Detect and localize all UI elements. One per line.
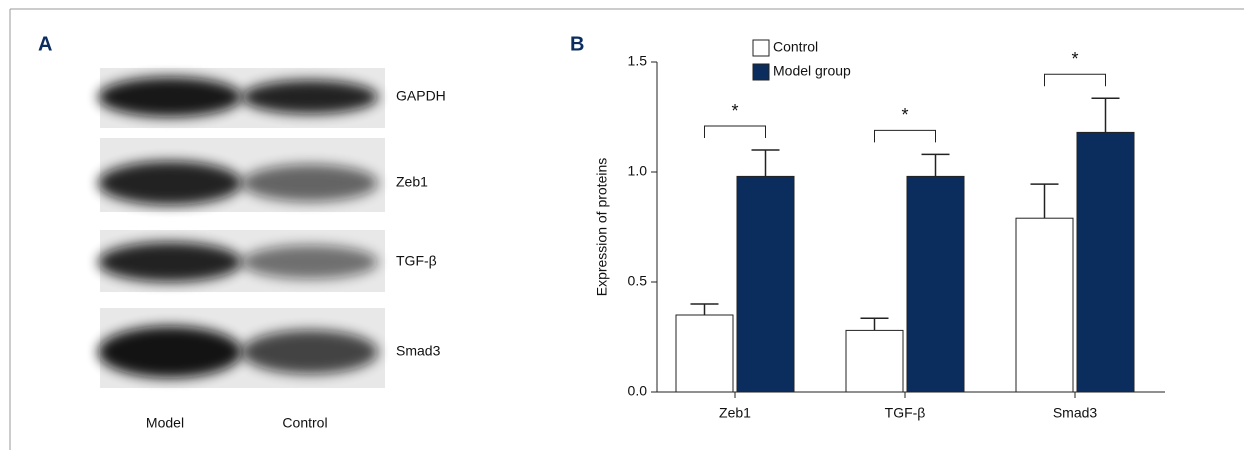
band	[242, 245, 378, 279]
bar	[1077, 132, 1134, 392]
legend-swatch	[753, 64, 769, 80]
legend-label: Model group	[773, 63, 851, 79]
panel-label: A	[38, 33, 52, 55]
bar	[846, 330, 903, 392]
y-tick-label: 0.0	[628, 383, 648, 399]
significance-bracket	[875, 130, 936, 142]
significance-bracket	[705, 126, 766, 138]
band-label: TGF-β	[396, 253, 437, 269]
band	[242, 330, 378, 374]
figure: A B Expression of proteins GAPDH Zeb1 TGF-…	[0, 0, 1244, 450]
lane-label: Control	[282, 415, 327, 431]
lane-label: Model	[146, 415, 184, 431]
x-tick-label: TGF-β	[885, 405, 926, 421]
band	[98, 242, 242, 282]
x-tick-label: Smad3	[1053, 405, 1098, 421]
significance-label: *	[901, 105, 908, 125]
bar	[737, 176, 794, 392]
band	[98, 326, 242, 378]
bar	[907, 176, 964, 392]
y-tick-label: 1.0	[628, 163, 648, 179]
x-tick-label: Zeb1	[719, 405, 751, 421]
band-label: Zeb1	[396, 174, 428, 190]
y-tick-label: 1.5	[628, 53, 648, 69]
significance-label: *	[731, 101, 738, 121]
western-blot	[98, 68, 385, 388]
significance-label: *	[1071, 49, 1078, 69]
legend-label: Control	[773, 39, 818, 55]
bar	[1016, 218, 1073, 392]
band-label: GAPDH	[396, 88, 446, 104]
significance-bracket	[1045, 74, 1106, 86]
bar	[676, 315, 733, 392]
band	[242, 80, 378, 114]
legend-swatch	[753, 40, 769, 56]
band-label: Smad3	[396, 343, 441, 359]
band	[98, 77, 242, 117]
y-axis-label: Expression of proteins	[594, 158, 610, 297]
band	[242, 164, 378, 201]
y-tick-label: 0.5	[628, 273, 648, 289]
band	[98, 161, 242, 205]
panel-label: B	[570, 33, 584, 55]
